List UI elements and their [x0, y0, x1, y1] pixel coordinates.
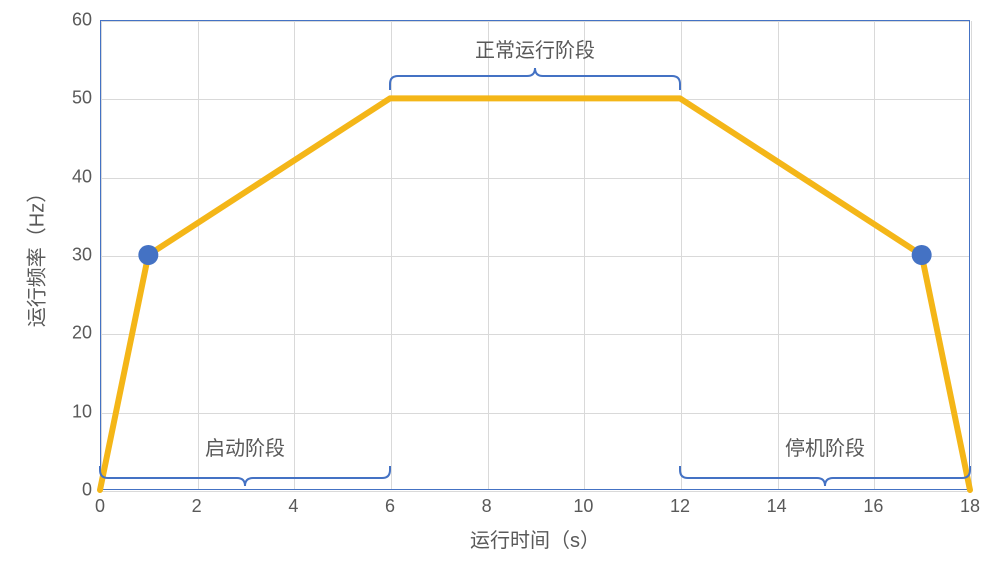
grid-line-horizontal	[101, 21, 969, 22]
y-tick-label: 30	[72, 245, 92, 266]
grid-line-horizontal	[101, 413, 969, 414]
x-tick-label: 14	[767, 496, 787, 517]
grid-line-vertical	[778, 21, 779, 489]
grid-line-vertical	[294, 21, 295, 489]
annotation-stop-phase: 停机阶段	[785, 432, 865, 461]
x-tick-label: 10	[573, 496, 593, 517]
grid-line-horizontal	[101, 256, 969, 257]
grid-line-horizontal	[101, 178, 969, 179]
x-tick-label: 18	[960, 496, 980, 517]
x-tick-label: 6	[385, 496, 395, 517]
grid-line-vertical	[971, 21, 972, 489]
y-tick-label: 50	[72, 88, 92, 109]
x-axis-label: 运行时间（s）	[470, 524, 600, 553]
grid-line-vertical	[198, 21, 199, 489]
y-tick-label: 40	[72, 166, 92, 187]
x-tick-label: 4	[288, 496, 298, 517]
grid-line-horizontal	[101, 491, 969, 492]
y-tick-label: 20	[72, 323, 92, 344]
annotation-normal-phase: 正常运行阶段	[475, 34, 595, 63]
y-tick-label: 60	[72, 10, 92, 31]
grid-line-vertical	[584, 21, 585, 489]
y-axis-label: 运行频率（Hz）	[21, 183, 50, 327]
y-tick-label: 10	[72, 401, 92, 422]
x-tick-label: 2	[192, 496, 202, 517]
chart-container: 运行时间（s） 运行频率（Hz） 正常运行阶段 启动阶段 停机阶段 0 2 4 6 8 1…	[0, 0, 1000, 573]
x-tick-label: 12	[670, 496, 690, 517]
y-tick-label: 0	[82, 480, 92, 501]
annotation-start-phase: 启动阶段	[205, 432, 285, 461]
grid-line-vertical	[681, 21, 682, 489]
x-tick-label: 16	[863, 496, 883, 517]
x-tick-label: 0	[95, 496, 105, 517]
grid-line-vertical	[101, 21, 102, 489]
grid-line-horizontal	[101, 99, 969, 100]
plot-area	[100, 20, 970, 490]
x-tick-label: 8	[482, 496, 492, 517]
grid-line-vertical	[874, 21, 875, 489]
grid-line-horizontal	[101, 334, 969, 335]
grid-line-vertical	[391, 21, 392, 489]
grid-line-vertical	[488, 21, 489, 489]
